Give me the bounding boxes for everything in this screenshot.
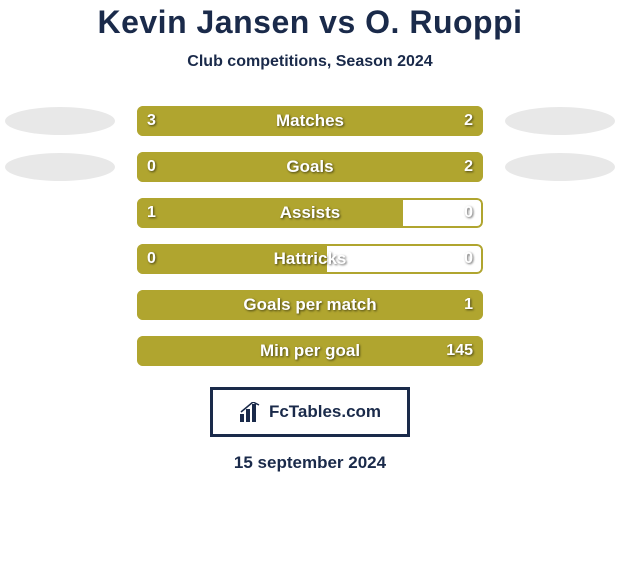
stat-value-right: 0 (464, 244, 473, 274)
stat-row-assists: 10Assists (0, 193, 620, 239)
stat-bar-goals: 02Goals (137, 152, 483, 182)
chart-icon (239, 402, 263, 422)
stat-bar-mpg: 145Min per goal (137, 336, 483, 366)
stat-row-matches: 32Matches (0, 101, 620, 147)
bar-fill-right (206, 152, 483, 182)
bar-fill-right (137, 290, 483, 320)
stat-row-hattricks: 00Hattricks (0, 239, 620, 285)
stat-bar-matches: 32Matches (137, 106, 483, 136)
bar-fill-right (137, 336, 483, 366)
subtitle: Club competitions, Season 2024 (0, 53, 620, 71)
stat-row-goals: 02Goals (0, 147, 620, 193)
stat-row-gpm: 1Goals per match (0, 285, 620, 331)
stat-value-right: 0 (464, 198, 473, 228)
page-title: Kevin Jansen vs O. Ruoppi (0, 4, 620, 41)
player-left-ellipse (5, 107, 115, 135)
stat-bar-gpm: 1Goals per match (137, 290, 483, 320)
date-label: 15 september 2024 (0, 453, 620, 473)
stat-bar-hattricks: 00Hattricks (137, 244, 483, 274)
player-right-ellipse (505, 153, 615, 181)
bar-fill-left (137, 106, 483, 136)
bar-fill-left (137, 152, 206, 182)
player-right-ellipse (505, 107, 615, 135)
player-left-ellipse (5, 153, 115, 181)
fctables-logo: FcTables.com (210, 387, 410, 437)
bar-fill-left (137, 244, 327, 274)
logo-text: FcTables.com (269, 402, 381, 422)
stat-bar-assists: 10Assists (137, 198, 483, 228)
stat-row-mpg: 145Min per goal (0, 331, 620, 377)
bar-fill-left (137, 198, 403, 228)
